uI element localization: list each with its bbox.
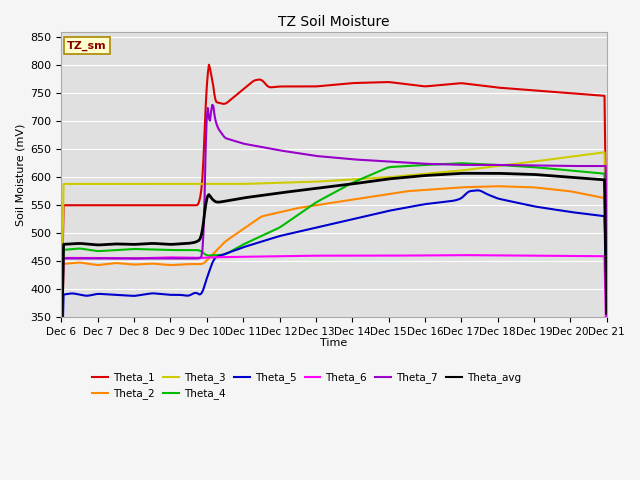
Legend: Theta_1, Theta_2, Theta_3, Theta_4, Theta_5, Theta_6, Theta_7, Theta_avg: Theta_1, Theta_2, Theta_3, Theta_4, Thet… xyxy=(88,368,525,404)
Text: TZ_sm: TZ_sm xyxy=(67,41,106,51)
Title: TZ Soil Moisture: TZ Soil Moisture xyxy=(278,15,390,29)
Y-axis label: Soil Moisture (mV): Soil Moisture (mV) xyxy=(15,123,25,226)
X-axis label: Time: Time xyxy=(321,338,348,348)
